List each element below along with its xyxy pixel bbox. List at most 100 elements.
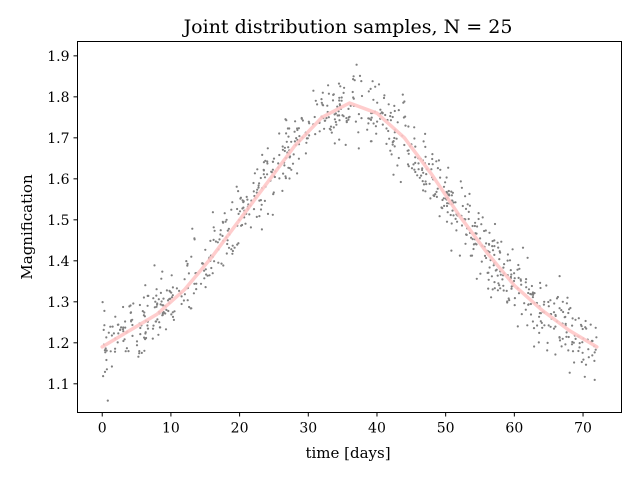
scatter-point: [417, 162, 420, 165]
scatter-point: [168, 297, 171, 301]
scatter-point: [554, 313, 557, 317]
scatter-point: [160, 277, 163, 280]
scatter-point: [393, 109, 396, 113]
scatter-point: [338, 99, 341, 102]
scatter-point: [245, 195, 248, 198]
scatter-point: [442, 197, 445, 200]
scatter-point: [139, 333, 142, 336]
scatter-point: [450, 190, 453, 193]
scatter-point: [554, 353, 557, 356]
y-tick-label: 1.3: [47, 295, 69, 311]
scatter-point: [529, 302, 533, 306]
scatter-point: [517, 263, 520, 267]
scatter-point: [130, 319, 133, 322]
scatter-point: [131, 323, 134, 327]
scatter-point: [487, 287, 490, 290]
scatter-point: [272, 157, 276, 160]
scatter-point: [553, 302, 556, 305]
scatter-point: [104, 351, 107, 354]
scatter-point: [502, 284, 505, 287]
scatter-point: [360, 117, 363, 120]
scatter-point: [396, 164, 399, 167]
scatter-point: [345, 117, 348, 120]
scatter-point: [491, 288, 494, 291]
scatter-point: [558, 339, 562, 342]
scatter-point: [436, 167, 439, 170]
scatter-point: [509, 269, 512, 272]
scatter-point: [524, 308, 527, 311]
scatter-point: [513, 277, 516, 280]
scatter-point: [546, 349, 549, 352]
scatter-point: [492, 264, 495, 267]
scatter-point: [171, 315, 175, 318]
scatter-point: [558, 275, 561, 278]
scatter-point: [516, 268, 519, 271]
scatter-point: [357, 131, 360, 134]
scatter-point: [512, 279, 516, 283]
scatter-point: [334, 120, 337, 124]
scatter-point: [490, 296, 493, 299]
scatter-point: [370, 140, 373, 143]
scatter-point: [581, 351, 584, 354]
scatter-point: [487, 278, 490, 281]
scatter-point: [329, 125, 333, 128]
scatter-point: [308, 122, 311, 125]
scatter-point: [573, 361, 576, 364]
scatter-point: [122, 326, 125, 329]
x-tick-label: 30: [299, 421, 317, 437]
scatter-point: [313, 115, 316, 119]
scatter-point: [213, 229, 216, 232]
scatter-point: [498, 284, 501, 287]
x-tick-label: 40: [368, 421, 386, 437]
scatter-point: [182, 299, 185, 302]
scatter-point: [143, 349, 146, 352]
scatter-point: [329, 128, 332, 131]
scatter-point: [384, 113, 387, 117]
scatter-point: [549, 299, 552, 302]
scatter-point: [166, 299, 170, 302]
scatter-point: [290, 140, 293, 143]
scatter-point: [119, 328, 122, 331]
scatter-point: [312, 89, 315, 92]
scatter-point: [578, 346, 581, 349]
scatter-point: [135, 344, 139, 347]
scatter-point: [102, 328, 105, 331]
scatter-point: [230, 248, 233, 251]
scatter-point: [288, 167, 291, 170]
scatter-point: [261, 153, 264, 156]
scatter-point: [476, 225, 479, 228]
scatter-point: [263, 176, 267, 179]
scatter-point: [278, 132, 281, 135]
scatter-point: [351, 90, 354, 94]
scatter-point: [452, 201, 455, 204]
scatter-point: [258, 215, 261, 218]
scatter-point: [331, 99, 335, 102]
scatter-point: [493, 287, 496, 290]
scatter-point: [151, 327, 155, 330]
scatter-point: [470, 254, 474, 257]
scatter-point: [477, 212, 480, 215]
scatter-point: [292, 153, 295, 156]
scatter-point: [180, 295, 183, 298]
scatter-point: [147, 294, 150, 297]
scatter-point: [584, 363, 588, 366]
scatter-point: [370, 116, 373, 119]
scatter-point: [542, 303, 546, 306]
scatter-point: [572, 341, 575, 344]
scatter-point: [204, 286, 207, 289]
scatter-point: [104, 347, 107, 350]
scatter-point: [264, 159, 267, 162]
scatter-point: [344, 143, 347, 146]
scatter-point: [445, 176, 448, 179]
scatter-point: [493, 253, 496, 256]
scatter-point: [449, 213, 452, 217]
scatter-point: [454, 201, 457, 204]
scatter-point: [583, 375, 586, 378]
scatter-point: [555, 297, 559, 300]
scatter-point: [332, 93, 335, 96]
scatter-point: [290, 168, 293, 171]
scatter-point: [212, 238, 215, 241]
scatter-point: [295, 137, 298, 140]
scatter-point: [484, 229, 487, 232]
